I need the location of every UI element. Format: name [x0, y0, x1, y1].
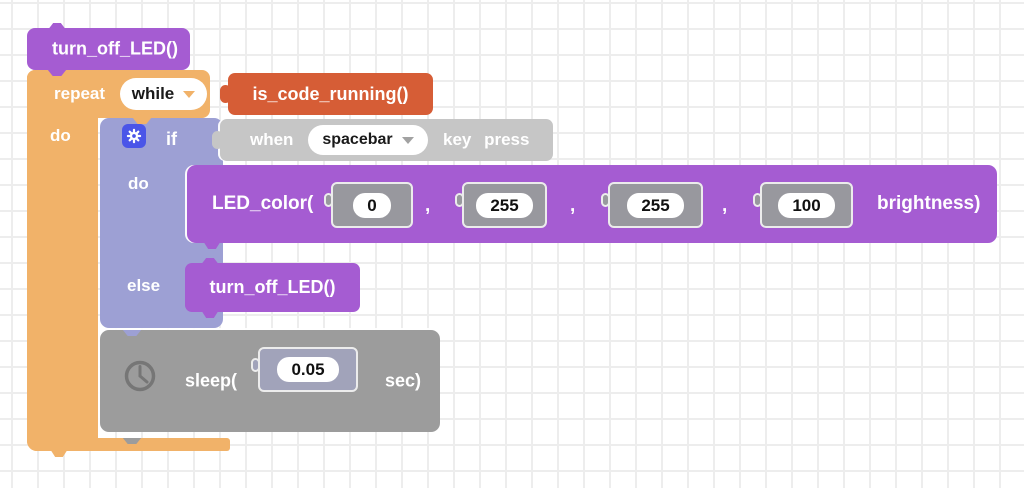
caret-down-icon	[401, 136, 414, 144]
connector-left-bump	[251, 358, 260, 372]
sleep-block[interactable]: sleep( 0.05 sec)	[100, 330, 440, 432]
while-dropdown[interactable]: while	[120, 78, 207, 110]
clock-icon	[122, 358, 158, 399]
led-color-label: LED_color(	[212, 193, 314, 214]
gear-icon[interactable]	[122, 124, 146, 148]
number-slot-blue[interactable]: 255	[601, 182, 703, 228]
when-label: when	[250, 130, 294, 149]
comma: ,	[425, 195, 431, 216]
if-label: if	[166, 129, 177, 149]
connector-left-bump	[753, 193, 762, 207]
number-field[interactable]: 0	[353, 192, 391, 218]
led-color-block[interactable]: LED_color( 0 , 255 , 255 , 100 brightnes…	[187, 165, 997, 249]
number-slot-green[interactable]: 255	[455, 182, 547, 228]
repeat-block-spine[interactable]: do	[27, 70, 98, 451]
is-code-running-block[interactable]: is_code_running()	[220, 73, 433, 115]
connector-tab	[204, 243, 220, 249]
key-event-block[interactable]: when spacebar key press	[212, 119, 553, 161]
spacebar-dropdown-value: spacebar	[322, 131, 393, 148]
if-else-label: else	[127, 276, 161, 295]
repeat-block-bottom-bar[interactable]	[27, 438, 230, 457]
turn-off-led-top-block[interactable]: turn_off_LED()	[27, 23, 190, 70]
connector-left-bump	[601, 193, 610, 207]
connector-left-bump	[212, 131, 223, 149]
turn-off-led-label: turn_off_LED()	[52, 38, 178, 59]
turn-off-led-else-block[interactable]: turn_off_LED()	[185, 258, 360, 318]
comma: ,	[570, 195, 576, 216]
number-slot-red[interactable]: 0	[324, 182, 413, 228]
repeat-block-header[interactable]: repeat while	[27, 70, 210, 118]
connector-bump	[202, 258, 218, 263]
connector-tab	[51, 451, 67, 457]
sleep-label: sleep(	[185, 370, 238, 391]
sec-label: sec)	[385, 370, 422, 391]
repeat-keyword: repeat	[54, 84, 106, 103]
connector-tab	[202, 312, 218, 318]
connector-left-bump	[455, 193, 464, 207]
repeat-do-label: do	[50, 126, 71, 145]
brightness-label: brightness)	[877, 193, 981, 214]
number-slot-brightness[interactable]: 100	[753, 182, 853, 228]
connector-notch	[132, 118, 152, 124]
connector-notch	[47, 70, 67, 76]
connector-notch	[122, 330, 142, 336]
if-do-label: do	[128, 174, 149, 193]
number-field[interactable]: 255	[627, 192, 684, 218]
spacebar-dropdown[interactable]: spacebar	[308, 125, 428, 155]
turn-off-led-label: turn_off_LED()	[209, 277, 336, 297]
connector-left-bump	[220, 85, 231, 103]
caret-down-icon	[183, 90, 196, 98]
number-slot-seconds[interactable]: 0.05	[251, 347, 358, 392]
connector-left-bump	[324, 193, 333, 207]
number-field[interactable]: 255	[476, 192, 533, 218]
comma: ,	[722, 195, 728, 216]
number-field[interactable]: 100	[778, 192, 835, 218]
connector-notch	[122, 438, 142, 444]
connector-bump	[49, 23, 65, 28]
key-press-label: key press	[443, 130, 530, 149]
number-field[interactable]: 0.05	[277, 357, 339, 382]
while-dropdown-value: while	[131, 84, 175, 103]
is-code-running-label: is_code_running()	[252, 84, 409, 104]
